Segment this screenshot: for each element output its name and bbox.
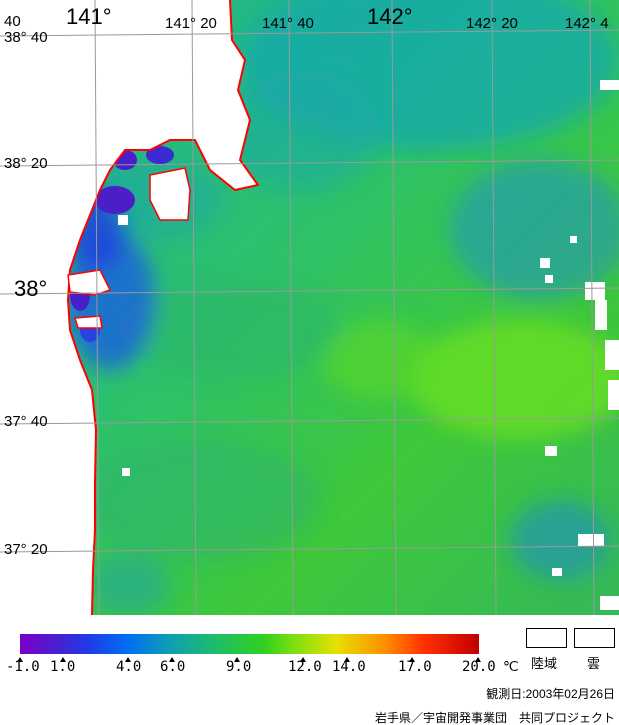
observation-date: 観測日:2003年02月26日	[486, 687, 615, 701]
lat-label-38-40: 38° 40	[4, 29, 48, 46]
lat-label-37-40: 37° 40	[4, 413, 48, 430]
scale-label: 9.0	[226, 659, 252, 675]
land-legend-label: 陸域	[531, 656, 558, 671]
scale-label: 20.0	[462, 659, 496, 675]
lon-label-141: 141°	[66, 4, 112, 29]
cloud-specks	[118, 80, 619, 610]
scale-tick	[125, 657, 131, 662]
scale-tick	[169, 657, 175, 662]
lon-label-142-20: 142° 20	[466, 15, 518, 32]
scale-tick	[409, 657, 415, 662]
scale-tick	[17, 657, 23, 662]
lat-label-38-20: 38° 20	[4, 155, 48, 172]
scale-tick	[234, 657, 240, 662]
scale-label: -1.0	[6, 659, 40, 675]
land-legend-swatch	[526, 628, 567, 648]
scale-tick	[475, 657, 481, 662]
graticule	[0, 0, 619, 615]
scale-label: 12.0	[288, 659, 322, 675]
lon-label-142: 142°	[367, 4, 413, 29]
unit-label: ℃	[503, 659, 519, 675]
lon-label-142-40: 142° 4	[565, 15, 609, 32]
lon-label-141-40: 141° 40	[262, 15, 314, 32]
project-credit: 岩手県／宇宙開発事業団 共同プロジェクト	[374, 711, 615, 725]
lat-label-38: 38°	[14, 276, 48, 301]
scale-label: 4.0	[116, 659, 142, 675]
sea-surface-temperature-map	[0, 0, 619, 615]
land-area	[0, 0, 258, 615]
scale-label: 14.0	[332, 659, 366, 675]
coastal-islands	[67, 167, 191, 329]
corner-label: 40	[4, 13, 21, 30]
cloud-legend-swatch	[574, 628, 615, 648]
scale-tick	[344, 657, 350, 662]
scale-label: 1.0	[50, 659, 76, 675]
lat-label-37-20: 37° 20	[4, 541, 48, 558]
scale-tick	[300, 657, 306, 662]
lon-label-141-20: 141° 20	[165, 15, 217, 32]
scale-tick	[60, 657, 66, 662]
coastline	[66, 0, 260, 615]
cloud-legend-label: 雲	[587, 656, 601, 671]
temperature-color-scale	[20, 634, 479, 654]
scale-label: 6.0	[160, 659, 186, 675]
temperature-field	[65, 0, 619, 615]
scale-label: 17.0	[398, 659, 432, 675]
